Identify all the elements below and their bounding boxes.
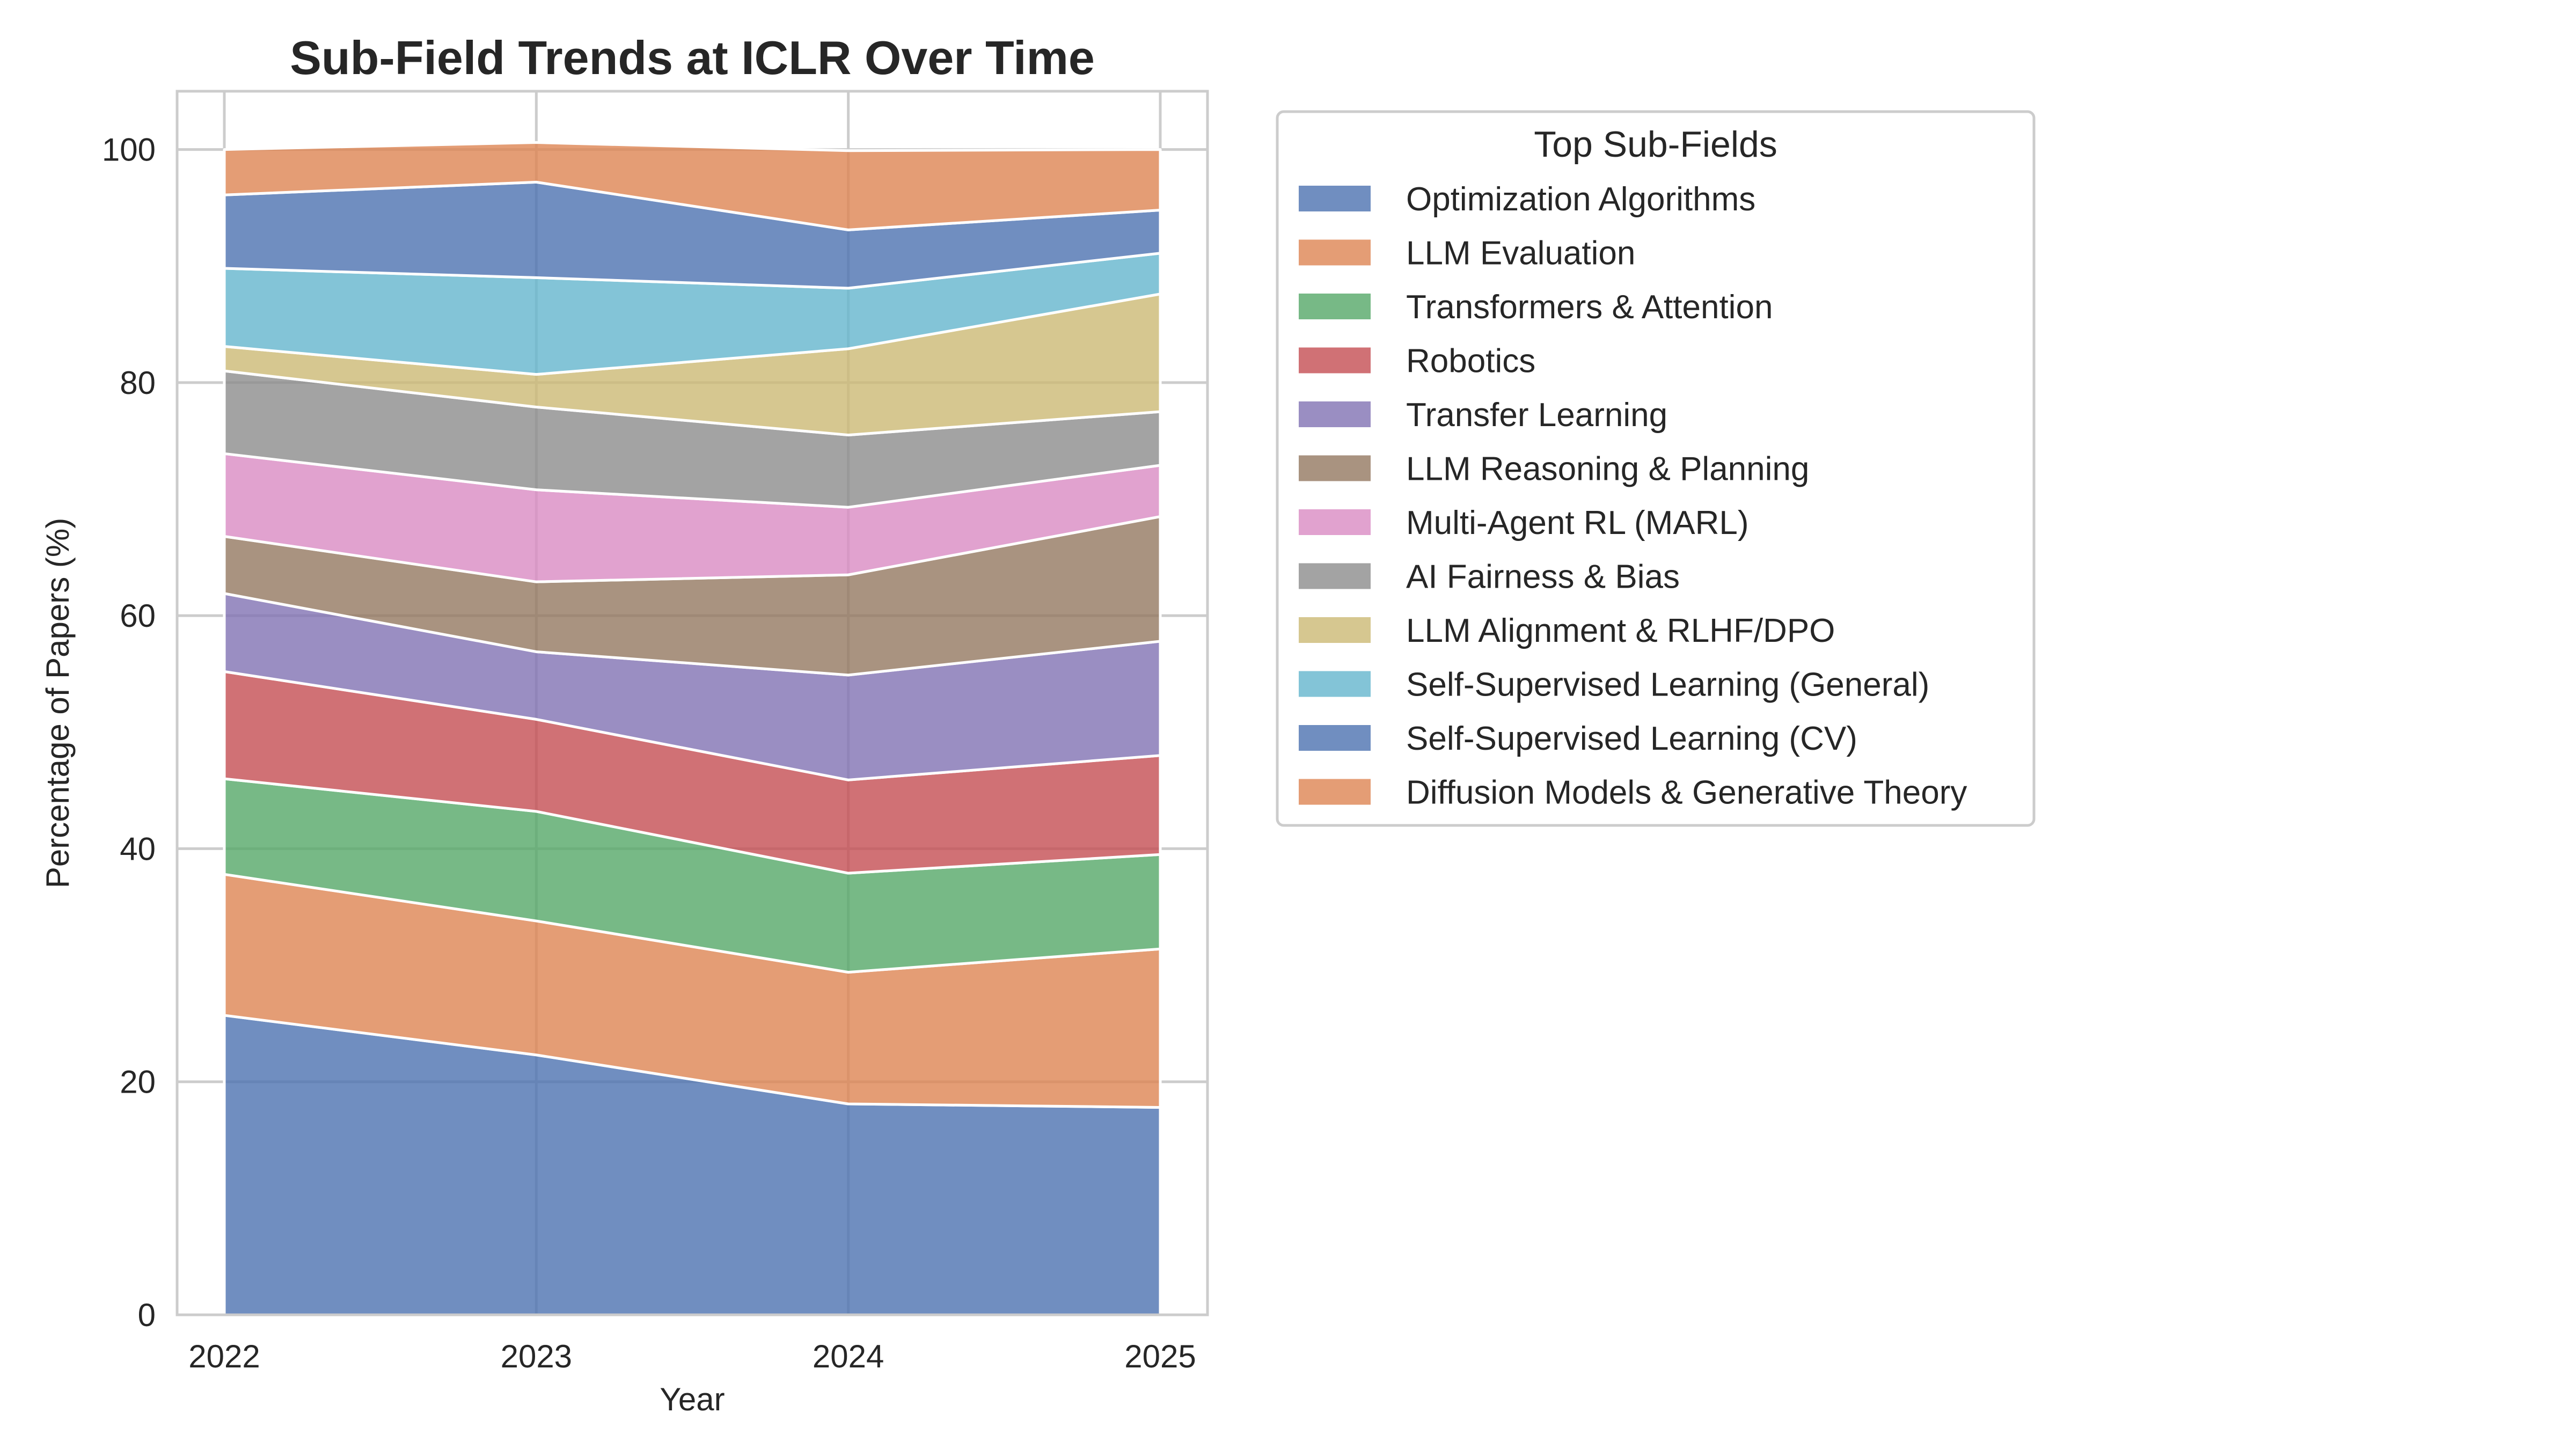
y-axis-label: Percentage of Papers (%)	[40, 518, 76, 888]
legend-swatch	[1299, 617, 1371, 643]
plot-frame	[175, 90, 1209, 1316]
chart-title: Sub-Field Trends at ICLR Over Time	[290, 31, 1095, 84]
legend-swatch	[1299, 671, 1371, 697]
y-tick-label: 100	[102, 132, 156, 168]
legend-label: AI Fairness & Bias	[1406, 559, 1680, 596]
legend-label: Transformers & Attention	[1406, 289, 1773, 326]
legend-frame	[1276, 110, 2036, 827]
legend-items: Optimization Algorithms LLM Evaluation Tra…	[1299, 181, 1967, 811]
x-tick-label: 2024	[813, 1338, 884, 1374]
legend-label: Robotics	[1406, 343, 1535, 380]
stacked-areas	[223, 141, 1162, 1316]
legend-swatch	[1299, 347, 1371, 374]
legend-label: Transfer Learning	[1406, 397, 1667, 434]
legend-swatch	[1299, 401, 1371, 427]
y-tick-label: 40	[120, 831, 156, 867]
legend-label: Self-Supervised Learning (CV)	[1406, 720, 1857, 757]
y-tick-label: 60	[120, 598, 156, 634]
legend-label: Self-Supervised Learning (General)	[1406, 667, 1929, 704]
x-tick-label: 2025	[1124, 1338, 1196, 1374]
legend-swatch	[1299, 563, 1371, 589]
x-tick-label: 2023	[501, 1338, 572, 1374]
y-tick-label: 0	[138, 1297, 156, 1333]
legend-swatch	[1299, 509, 1371, 535]
legend-swatch	[1299, 186, 1371, 211]
plot-area: 0 20 40 60 80 100 2022 2023 2024 2025	[102, 90, 1209, 1374]
legend-label: Diffusion Models & Generative Theory	[1406, 774, 1967, 811]
y-axis-ticks: 0 20 40 60 80 100	[102, 132, 156, 1333]
legend-label: LLM Evaluation	[1406, 235, 1635, 272]
area-diffusion-models-generative-theory	[223, 141, 1162, 231]
x-axis-ticks: 2022 2023 2024 2025	[188, 1338, 1196, 1374]
legend-label: Optimization Algorithms	[1406, 181, 1755, 218]
legend-swatch	[1299, 239, 1371, 266]
legend-swatch	[1299, 779, 1371, 805]
legend-label: LLM Reasoning & Planning	[1406, 451, 1809, 488]
legend-swatch	[1299, 294, 1371, 319]
legend-swatch	[1299, 455, 1371, 481]
y-tick-label: 20	[120, 1064, 156, 1100]
legend-label: Multi-Agent RL (MARL)	[1406, 504, 1749, 541]
legend-title: Top Sub-Fields	[1534, 124, 1777, 165]
legend: Top Sub-Fields Optimization Algorithms LL…	[1276, 110, 2036, 827]
legend-swatch	[1299, 725, 1371, 751]
x-axis-label: Year	[660, 1381, 724, 1417]
y-tick-label: 80	[120, 365, 156, 401]
x-tick-label: 2022	[188, 1338, 260, 1374]
legend-label: LLM Alignment & RLHF/DPO	[1406, 612, 1835, 649]
